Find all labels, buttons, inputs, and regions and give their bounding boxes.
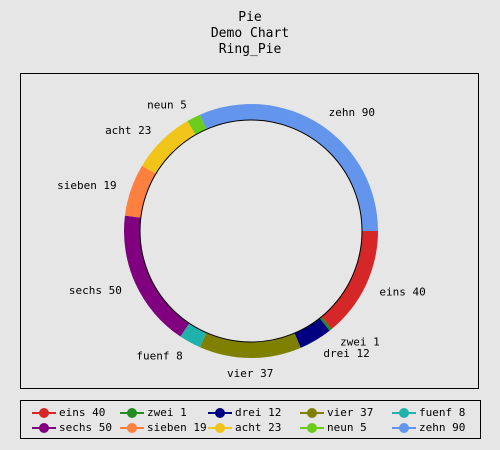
slice-label-zehn: zehn 90 (329, 106, 375, 119)
legend-swatch (392, 408, 416, 418)
legend-label: zwei 1 (147, 406, 187, 419)
legend-label: drei 12 (235, 406, 282, 419)
ring-slice-acht (142, 121, 196, 174)
chart-title: Pie Demo Chart Ring_Pie (0, 10, 500, 58)
slice-label-drei: drei 12 (323, 347, 369, 360)
slice-label-sechs: sechs 50 (69, 284, 122, 297)
legend-swatch (300, 423, 324, 433)
ring-slice-eins (321, 231, 378, 330)
ring-inner-edge (139, 119, 363, 343)
legend-label: neun 5 (327, 421, 367, 434)
ring-slice-fuenf (180, 323, 207, 348)
legend-swatch (120, 423, 144, 433)
legend-swatch (208, 423, 232, 433)
ring-slice-sieben (124, 165, 156, 218)
legend-label: acht 23 (235, 421, 282, 434)
legend-label: fuenf 8 (419, 406, 466, 419)
legend-label: sechs 50 (59, 421, 112, 434)
legend-swatch (32, 408, 56, 418)
legend: eins 40 zwei 1 drei 12 vier 37 fuenf 8 sechs … (20, 400, 481, 439)
slice-label-eins: eins 40 (379, 286, 425, 299)
legend-label: sieben 19 (147, 421, 207, 434)
ring-slice-zehn (199, 103, 378, 231)
slice-label-acht: acht 23 (105, 124, 151, 137)
legend-swatch (120, 408, 144, 418)
slice-label-vier: vier 37 (227, 367, 273, 380)
title-line-3: Ring_Pie (218, 42, 282, 57)
title-line-1: Pie (238, 10, 262, 25)
slice-label-fuenf: fuenf 8 (136, 350, 182, 363)
plot-area: eins 40 zwei 1 drei 12 vier 37 fuenf 8 sechs … (20, 73, 479, 389)
legend-label: zehn 90 (419, 421, 466, 434)
ring-slice-sechs (123, 215, 190, 337)
slice-label-sieben: sieben 19 (57, 179, 117, 192)
legend-label: eins 40 (59, 406, 106, 419)
legend-swatch (392, 423, 416, 433)
title-line-2: Demo Chart (210, 26, 290, 41)
slice-label-neun: neun 5 (147, 98, 187, 111)
ring-slice-zwei (319, 316, 332, 331)
legend-swatch (32, 423, 56, 433)
legend-swatch (208, 408, 232, 418)
ring-slice-neun (187, 114, 207, 135)
legend-swatch (300, 408, 324, 418)
ring-slice-drei (294, 318, 330, 348)
legend-label: vier 37 (327, 406, 374, 419)
slice-label-zwei: zwei 1 (340, 336, 380, 349)
